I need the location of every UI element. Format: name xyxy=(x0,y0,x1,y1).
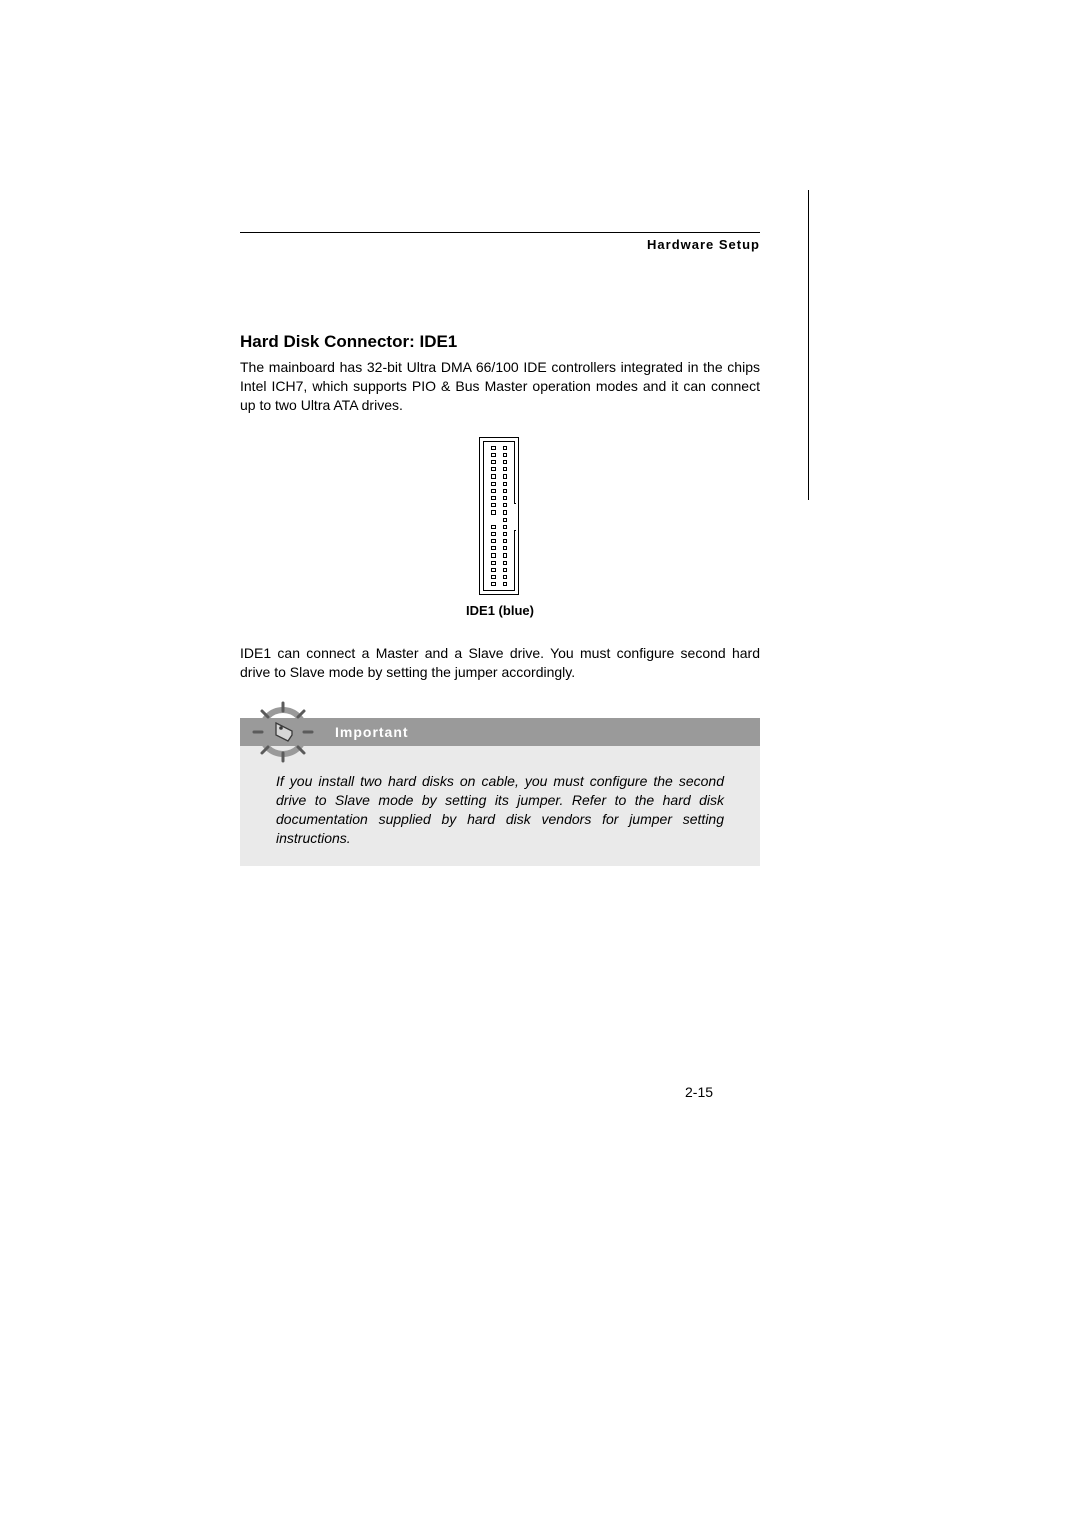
pin-row xyxy=(484,582,514,586)
pin xyxy=(503,503,507,507)
pin xyxy=(503,568,507,572)
pin xyxy=(491,467,495,471)
pin-row xyxy=(484,532,514,536)
pin xyxy=(503,546,507,550)
pin xyxy=(491,539,495,543)
important-box: Important If you install two hard disks … xyxy=(240,718,760,866)
pin-row xyxy=(484,474,514,478)
pin xyxy=(503,482,507,486)
important-bar: Important xyxy=(240,718,760,746)
pin xyxy=(503,532,507,536)
pin-row xyxy=(484,539,514,543)
pin xyxy=(503,539,507,543)
pin xyxy=(503,474,507,478)
pin xyxy=(491,489,495,493)
pin xyxy=(491,496,495,500)
pin xyxy=(503,453,507,457)
pin xyxy=(491,474,495,478)
pin xyxy=(491,546,495,550)
pin xyxy=(491,575,495,579)
side-rule xyxy=(808,190,809,500)
pin xyxy=(503,489,507,493)
pin xyxy=(491,482,495,486)
intro-paragraph: The mainboard has 32-bit Ultra DMA 66/10… xyxy=(240,358,760,415)
pin xyxy=(503,460,507,464)
pin xyxy=(503,467,507,471)
pin xyxy=(491,510,495,514)
pin xyxy=(491,503,495,507)
connector-outer-frame xyxy=(479,437,519,596)
pin xyxy=(503,575,507,579)
master-slave-paragraph: IDE1 can connect a Master and a Slave dr… xyxy=(240,644,760,682)
important-label: Important xyxy=(335,724,409,740)
connector-caption: IDE1 (blue) xyxy=(240,603,760,618)
pin xyxy=(491,460,495,464)
header-section-label: Hardware Setup xyxy=(240,237,760,252)
important-body: If you install two hard disks on cable, … xyxy=(240,746,760,866)
connector-inner-frame xyxy=(483,441,515,592)
pin xyxy=(491,568,495,572)
pin xyxy=(503,518,507,522)
pin-row xyxy=(484,546,514,550)
key-notch xyxy=(514,503,516,531)
pin-row xyxy=(484,503,514,507)
pin-row xyxy=(484,518,514,522)
pin-rows xyxy=(484,446,514,587)
ide-connector-figure xyxy=(479,437,521,596)
pin xyxy=(491,561,495,565)
gear-icon xyxy=(254,703,312,761)
pin-row xyxy=(484,510,514,514)
pin xyxy=(503,496,507,500)
pin-row xyxy=(484,568,514,572)
pin xyxy=(503,553,507,557)
pin xyxy=(491,553,495,557)
page: Hardware Setup Hard Disk Connector: IDE1… xyxy=(0,0,1080,1526)
pin xyxy=(503,582,507,586)
pin xyxy=(491,582,495,586)
section-title: Hard Disk Connector: IDE1 xyxy=(240,332,760,352)
pin-row xyxy=(484,496,514,500)
pin-row xyxy=(484,446,514,450)
pin-row xyxy=(484,489,514,493)
pin-row xyxy=(484,553,514,557)
pin xyxy=(503,561,507,565)
pin xyxy=(491,446,495,450)
content-area: Hardware Setup Hard Disk Connector: IDE1… xyxy=(240,232,760,866)
pin-row xyxy=(484,460,514,464)
pin-row xyxy=(484,467,514,471)
pin xyxy=(491,532,495,536)
important-icon xyxy=(252,701,314,763)
pin-row xyxy=(484,453,514,457)
pin-row xyxy=(484,482,514,486)
top-rule xyxy=(240,232,760,233)
pin xyxy=(491,453,495,457)
pin xyxy=(503,525,507,529)
pin xyxy=(503,510,507,514)
pin xyxy=(503,446,507,450)
pin-row xyxy=(484,561,514,565)
pin xyxy=(491,525,495,529)
pin-row xyxy=(484,525,514,529)
page-number: 2-15 xyxy=(685,1084,713,1100)
pin-row xyxy=(484,575,514,579)
